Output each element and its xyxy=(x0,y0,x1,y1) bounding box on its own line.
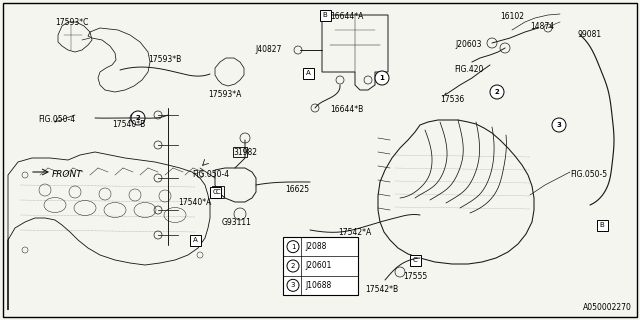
FancyBboxPatch shape xyxy=(209,187,221,197)
Text: 2: 2 xyxy=(136,115,140,121)
FancyBboxPatch shape xyxy=(410,254,420,266)
Text: J40827: J40827 xyxy=(255,45,282,54)
Text: J20603: J20603 xyxy=(455,40,481,49)
Text: 2: 2 xyxy=(291,263,295,269)
Text: 17540*A: 17540*A xyxy=(178,198,211,207)
Text: C: C xyxy=(212,189,218,195)
Text: A: A xyxy=(306,70,310,76)
Text: 2: 2 xyxy=(495,89,499,95)
Text: FIG.420: FIG.420 xyxy=(454,65,483,74)
FancyBboxPatch shape xyxy=(283,237,358,295)
Circle shape xyxy=(234,208,246,220)
Text: 16102: 16102 xyxy=(500,12,524,21)
Text: 17542*B: 17542*B xyxy=(365,285,398,294)
Text: J10688: J10688 xyxy=(305,281,332,290)
Circle shape xyxy=(490,85,504,99)
FancyBboxPatch shape xyxy=(233,147,247,157)
FancyBboxPatch shape xyxy=(596,220,607,230)
Text: 16644*B: 16644*B xyxy=(330,105,364,114)
Text: 99081: 99081 xyxy=(578,30,602,39)
Text: B: B xyxy=(323,12,328,18)
Text: 16644*A: 16644*A xyxy=(330,12,364,21)
Text: J20601: J20601 xyxy=(305,261,332,270)
Text: A050002270: A050002270 xyxy=(583,303,632,312)
Text: 31982: 31982 xyxy=(233,148,257,157)
Circle shape xyxy=(375,71,389,85)
FancyBboxPatch shape xyxy=(319,10,330,20)
Text: FIG.050-4: FIG.050-4 xyxy=(38,115,75,124)
Text: 17542*A: 17542*A xyxy=(338,228,371,237)
Text: 17555: 17555 xyxy=(403,272,428,281)
Text: 3: 3 xyxy=(291,282,295,288)
Text: 1: 1 xyxy=(291,244,295,250)
Text: 1: 1 xyxy=(380,75,385,81)
FancyBboxPatch shape xyxy=(303,68,314,78)
Text: FIG.050-5: FIG.050-5 xyxy=(570,170,607,179)
Circle shape xyxy=(552,118,566,132)
Text: FIG.050-4: FIG.050-4 xyxy=(192,170,229,179)
Text: 3: 3 xyxy=(557,122,561,128)
Text: 14874: 14874 xyxy=(530,22,554,31)
Text: 17593*C: 17593*C xyxy=(55,18,88,27)
Text: 17593*B: 17593*B xyxy=(148,55,181,64)
Circle shape xyxy=(131,111,145,125)
Text: A: A xyxy=(193,237,197,243)
Text: 16625: 16625 xyxy=(285,185,309,194)
Text: 17536: 17536 xyxy=(440,95,464,104)
Text: C: C xyxy=(216,189,220,195)
Text: B: B xyxy=(600,222,604,228)
Text: FRONT: FRONT xyxy=(52,170,83,179)
Text: 17540*B: 17540*B xyxy=(112,120,145,129)
Text: J2088: J2088 xyxy=(305,242,326,251)
FancyBboxPatch shape xyxy=(189,235,200,245)
Text: 17593*A: 17593*A xyxy=(208,90,241,99)
Text: C: C xyxy=(413,257,417,263)
Text: G93111: G93111 xyxy=(222,218,252,227)
